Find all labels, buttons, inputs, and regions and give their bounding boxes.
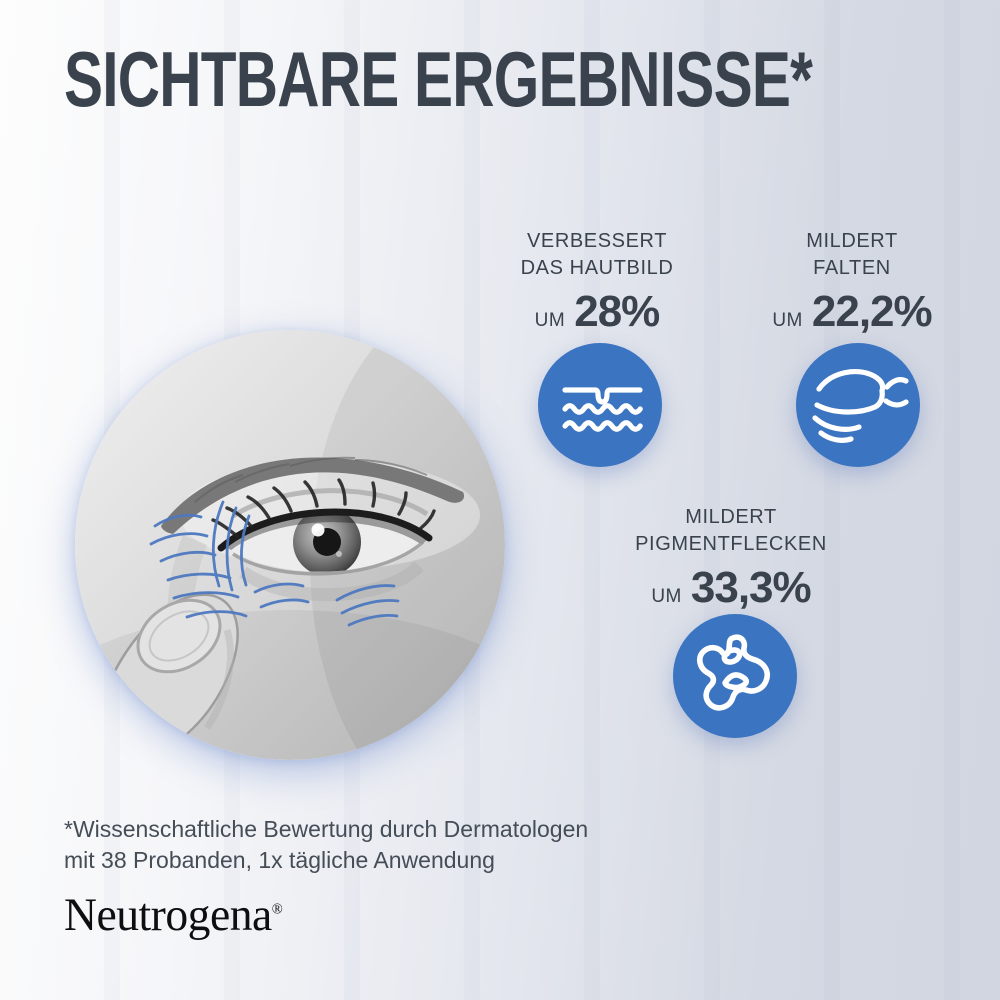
stat-label-line2: FALTEN: [813, 257, 891, 279]
footnote: *Wissenschaftliche Bewertung durch Derma…: [64, 814, 588, 876]
stat-label-line1: VERBESSERT: [526, 230, 668, 252]
stat-prefix: UM: [651, 586, 682, 607]
skin-texture-icon: [538, 343, 662, 467]
eye-photo-illustration: [75, 330, 505, 760]
stat-value: 33,3%: [690, 563, 812, 612]
pigment-spots-icon: [673, 614, 797, 738]
stat-value: 22,2%: [811, 287, 933, 336]
page-title: SICHTBARE ERGEBNISSE*: [64, 35, 813, 123]
stat-value-row: UM 33,3%: [581, 563, 881, 613]
registered-mark: ®: [271, 901, 283, 918]
brand-name: Neutrogena: [64, 889, 272, 941]
wrinkles-icon: [796, 343, 920, 467]
stat-label-line2: DAS HAUTBILD: [520, 257, 674, 279]
stat-prefix: UM: [534, 310, 566, 331]
stat-prefix: UM: [772, 310, 803, 331]
stat-value-row: UM 22,2%: [722, 287, 982, 337]
footnote-line2: mit 38 Probanden, 1x tägliche Anwendung: [64, 847, 495, 873]
stat-label-line2: PIGMENTFLECKEN: [635, 533, 827, 555]
stat-falten: MILDERT FALTEN UM 22,2%: [722, 228, 982, 337]
stat-value: 28%: [574, 287, 660, 336]
stat-pigmentflecken: MILDERT PIGMENTFLECKEN UM 33,3%: [581, 504, 881, 613]
stat-hautbild: VERBESSERT DAS HAUTBILD UM 28%: [467, 228, 727, 337]
stat-label-line1: MILDERT: [685, 506, 777, 528]
footnote-line1: *Wissenschaftliche Bewertung durch Derma…: [64, 816, 589, 842]
wrinkle-sketch-lines: [149, 500, 400, 627]
eye-photo: [75, 330, 505, 760]
brand-logo: Neutrogena®: [64, 888, 283, 942]
stat-value-row: UM 28%: [467, 287, 727, 337]
stat-label-line1: MILDERT: [806, 230, 898, 252]
